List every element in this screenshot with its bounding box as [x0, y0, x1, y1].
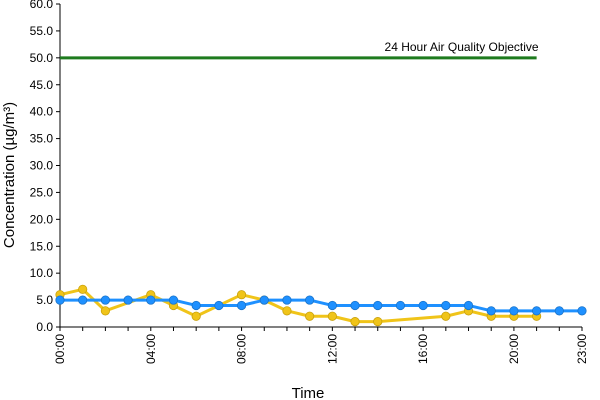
series-1-point [327, 311, 337, 321]
y-tick-label: 0.0 [36, 320, 53, 334]
y-tick-label: 40.0 [30, 105, 54, 119]
x-tick-label: 00:00 [53, 334, 67, 364]
objective-line-group: 24 Hour Air Quality Objective [60, 40, 539, 60]
series-2-point [214, 300, 224, 311]
series-2-point [554, 306, 564, 316]
series-1-point [441, 311, 451, 321]
x-tick-label: 12:00 [325, 334, 339, 364]
series-1-point [236, 290, 247, 300]
x-axis: 00:00 04:00 08:00 12:00 16:00 20:00 23:00 [53, 326, 589, 364]
series-2-point [463, 300, 474, 311]
series-2-point [509, 306, 519, 316]
series-2-point [486, 306, 496, 316]
series-2-point [418, 300, 428, 311]
y-tick-label: 35.0 [30, 132, 54, 146]
series-2-point [146, 295, 156, 305]
series-layer [55, 284, 587, 327]
series-2-point [441, 300, 451, 311]
series-2-point [327, 300, 337, 311]
y-tick-label: 20.0 [30, 212, 54, 226]
series-1-point [100, 306, 110, 316]
x-tick-label: 20:00 [507, 334, 521, 364]
y-tick-label: 30.0 [30, 159, 54, 173]
y-tick-label: 60.0 [30, 0, 54, 11]
series-1-point [282, 306, 292, 316]
series-1-point [305, 311, 315, 321]
y-tick-label: 15.0 [30, 239, 54, 253]
objective-label: 24 Hour Air Quality Objective [385, 40, 539, 54]
series-2 [55, 295, 587, 316]
series-2-point [191, 300, 201, 311]
series-2-point [236, 300, 247, 311]
y-tick-label: 25.0 [30, 185, 54, 199]
y-axis: 0.0 5.0 10.0 15.0 20.0 25.0 30.0 35.0 40.0 45.0 50… [30, 0, 61, 334]
series-2-point [168, 295, 179, 305]
x-tick-label: 08:00 [235, 334, 249, 364]
series-2-point [577, 306, 587, 316]
y-tick-label: 45.0 [30, 78, 54, 92]
series-1-point [373, 317, 383, 327]
series-2-line [60, 298, 582, 313]
series-2-point [305, 295, 315, 305]
series-2-point [259, 295, 269, 305]
series-2-point [123, 295, 133, 305]
series-2-point [282, 295, 292, 305]
series-1-point [78, 284, 88, 294]
y-axis-title: Concentration (µg/m³) [1, 102, 18, 248]
x-axis-title: Time [292, 385, 325, 400]
series-2-point [350, 300, 360, 311]
x-tick-label: 23:00 [575, 334, 589, 364]
series-2-point [395, 300, 406, 311]
y-tick-label: 5.0 [36, 293, 53, 307]
series-2-point [373, 300, 383, 311]
y-tick-label: 10.0 [30, 266, 54, 280]
y-tick-label: 55.0 [30, 24, 54, 38]
series-2-point [100, 295, 110, 305]
series-1-point [191, 311, 201, 321]
x-tick-label: 16:00 [416, 334, 430, 364]
x-tick-label: 04:00 [144, 334, 158, 364]
series-2-point [532, 306, 542, 316]
series-2-point [78, 295, 88, 305]
series-1-point [350, 317, 360, 327]
y-tick-label: 50.0 [30, 51, 54, 65]
series-2-point [55, 295, 65, 305]
